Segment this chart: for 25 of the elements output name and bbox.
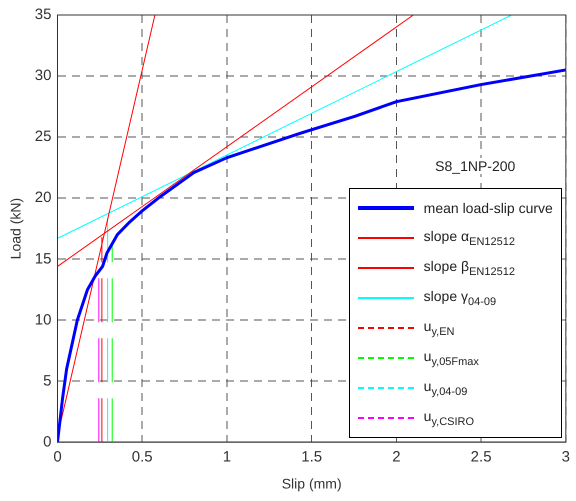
legend-label: u$_{y,EN}$ [424,318,454,338]
y-tick-label: 35 [34,6,52,24]
x-tick-label: 2 [392,448,401,466]
x-tick-label: 2.5 [470,448,492,466]
legend-label: slope β$_{EN12512}$ [424,258,515,278]
y-tick-label: 5 [43,372,52,390]
legend-label: slope γ$_{04-09}$ [424,288,496,308]
annotation: S8_1NP-200 [435,158,516,174]
y-axis-title: Load (kN) [7,198,24,260]
legend-label: mean load-slip curve [424,200,553,216]
x-tick-label: 1 [222,448,232,466]
x-tick-label: 1.5 [301,448,322,466]
legend-label: u$_{y,04-09}$ [424,378,468,398]
x-axis-title: Slip (mm) [282,475,342,492]
y-tick-label: 15 [34,250,52,268]
y-tick-label: 25 [34,128,52,146]
legend-label: slope α$_{EN12512}$ [424,228,515,248]
legend-label: u$_{y,CSIRO}$ [424,408,474,428]
y-tick-label: 30 [34,67,52,84]
x-tick-label: 3 [562,448,570,466]
legend-label: u$_{y,05Fmax}$ [424,348,479,368]
y-tick-label: 10 [34,311,52,328]
y-tick-label: 20 [34,189,52,206]
x-tick-label: 0.5 [132,448,153,466]
y-tick-label: 0 [43,433,52,450]
